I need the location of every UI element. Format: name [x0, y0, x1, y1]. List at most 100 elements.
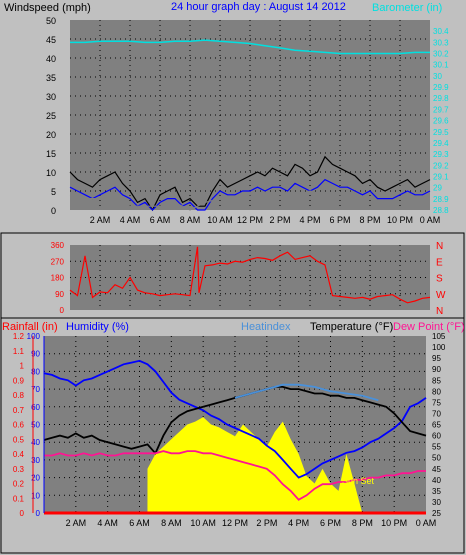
barometer-tick-label: 29.4 — [433, 139, 449, 148]
temperature-tick-label: 40 — [432, 476, 441, 485]
temperature-tick-label: 80 — [432, 387, 441, 396]
rain-tick-label: 0.9 — [13, 376, 25, 385]
humidity-tick-label: 30 — [31, 456, 40, 465]
rain-tick-label: 0.5 — [13, 435, 25, 444]
panel-3-time-tick-label: 12 PM — [222, 518, 248, 528]
time-tick-label: 0 AM — [420, 215, 441, 225]
direction-tick-label: 180 — [51, 274, 65, 283]
barometer-tick-label: 30 — [433, 72, 442, 81]
humidity-tick-label: 60 — [31, 403, 40, 412]
barometer-tick-label: 29.7 — [433, 105, 449, 114]
windspeed-series-wind-speed — [69, 178, 431, 211]
panel-3-time-tick-label: 10 PM — [381, 518, 407, 528]
series-heatindex — [234, 383, 379, 402]
barometer-tick-label: 29.9 — [433, 83, 449, 92]
panel-3-time-tick-label: 8 PM — [352, 518, 373, 528]
series-dew-point — [44, 450, 426, 501]
windspeed-tick-label: 0 — [51, 206, 56, 216]
humidity-tick-label: 20 — [31, 474, 40, 483]
windspeed-tick-label: 5 — [51, 187, 56, 197]
rain-tick-label: 0.7 — [13, 406, 25, 415]
panel-3-time-tick-label: 4 PM — [288, 518, 309, 528]
temperature-tick-label: 60 — [432, 432, 441, 441]
barometer-tick-label: 29.1 — [433, 172, 449, 181]
temperature-tick-label: 50 — [432, 454, 441, 463]
panel-3-time-tick-label: 8 AM — [161, 518, 182, 528]
time-tick-label: 6 AM — [150, 215, 171, 225]
windspeed-axis-label: Windspeed (mph) — [4, 2, 91, 14]
humidity-tick-label: 80 — [31, 367, 40, 376]
time-tick-label: 2 AM — [90, 215, 111, 225]
chart-title: 24 hour graph day : August 14 2012 — [171, 1, 346, 13]
humidity-tick-label: 100 — [27, 332, 41, 341]
temperature-tick-label: 25 — [432, 509, 441, 518]
windspeed-tick-label: 20 — [46, 130, 56, 140]
temperature-tick-label: 55 — [432, 443, 441, 452]
rain-tick-label: 0.2 — [13, 480, 25, 489]
rain-tick-label: 0.4 — [13, 450, 25, 459]
panel-1-grid — [70, 20, 430, 210]
heatindex-label: Heatindex — [241, 321, 291, 333]
time-tick-label: 8 PM — [359, 215, 380, 225]
windspeed-tick-label: 25 — [46, 111, 56, 121]
temperature-tick-label: 30 — [432, 498, 441, 507]
panel-3-frame — [0, 317, 465, 554]
windspeed-series-wind-gust — [69, 155, 431, 212]
panel-3-time-tick-label: 6 PM — [320, 518, 341, 528]
humidity-tick-label: 90 — [31, 350, 40, 359]
compass-tick-label: E — [436, 257, 443, 268]
temperature-tick-label: 85 — [432, 376, 441, 385]
barometer-tick-label: 29.6 — [433, 117, 449, 126]
compass-tick-label: S — [436, 274, 443, 285]
compass-tick-label: W — [436, 290, 446, 301]
series-humidity — [43, 359, 427, 479]
humidity-tick-label: 70 — [31, 385, 40, 394]
direction-tick-label: 270 — [51, 257, 65, 266]
humidity-tick-label: 50 — [31, 421, 40, 430]
compass-tick-label: N — [436, 241, 443, 252]
temperature-tick-label: 70 — [432, 409, 441, 418]
panel-3-time-tick-label: 0 AM — [416, 518, 437, 528]
rain-tick-label: 0 — [20, 509, 25, 518]
rain-tick-label: 0.8 — [13, 391, 25, 400]
temperature-tick-label: 75 — [432, 398, 441, 407]
rain-tick-label: 0.1 — [13, 494, 25, 503]
barometer-tick-label: 29.8 — [433, 94, 449, 103]
barometer-tick-label: 29.5 — [433, 128, 449, 137]
time-tick-label: 12 PM — [237, 215, 263, 225]
time-tick-label: 10 AM — [207, 215, 233, 225]
rain-tick-label: 1.2 — [13, 332, 25, 341]
time-tick-label: 4 PM — [299, 215, 320, 225]
time-tick-label: 4 AM — [120, 215, 141, 225]
barometer-tick-label: 29.3 — [433, 150, 449, 159]
rain-tick-label: 0.3 — [13, 465, 25, 474]
barometer-tick-label: 30.3 — [433, 38, 449, 47]
temperature-tick-label: 45 — [432, 465, 441, 474]
panel-3-time-tick-label: 2 PM — [256, 518, 277, 528]
humidity-tick-label: 40 — [31, 438, 40, 447]
direction-tick-label: 0 — [60, 306, 65, 315]
windspeed-series-wind-avg — [69, 190, 430, 211]
direction-tick-label: 360 — [51, 241, 65, 250]
temperature-tick-label: 35 — [432, 487, 441, 496]
windspeed-tick-label: 45 — [46, 35, 56, 45]
time-tick-label: 2 PM — [269, 215, 290, 225]
windspeed-tick-label: 15 — [46, 149, 56, 159]
time-tick-label: 10 PM — [387, 215, 413, 225]
humidity-tick-label: 10 — [31, 491, 40, 500]
barometer-tick-label: 29.2 — [433, 161, 449, 170]
windspeed-tick-label: 35 — [46, 73, 56, 83]
time-tick-label: 8 AM — [180, 215, 201, 225]
windspeed-tick-label: 10 — [46, 168, 56, 178]
temperature-tick-label: 95 — [432, 354, 441, 363]
windspeed-tick-label: 50 — [46, 16, 56, 26]
windspeed-tick-label: 30 — [46, 92, 56, 102]
panel-3-time-tick-label: 6 AM — [129, 518, 150, 528]
barometer-tick-label: 28.9 — [433, 195, 449, 204]
wind-direction-series — [69, 246, 431, 304]
humidity-tick-label: 0 — [36, 509, 41, 518]
temperature-tick-label: 105 — [432, 332, 446, 341]
barometer-tick-label: 28.8 — [433, 206, 449, 215]
barometer-tick-label: 30.4 — [433, 27, 449, 36]
